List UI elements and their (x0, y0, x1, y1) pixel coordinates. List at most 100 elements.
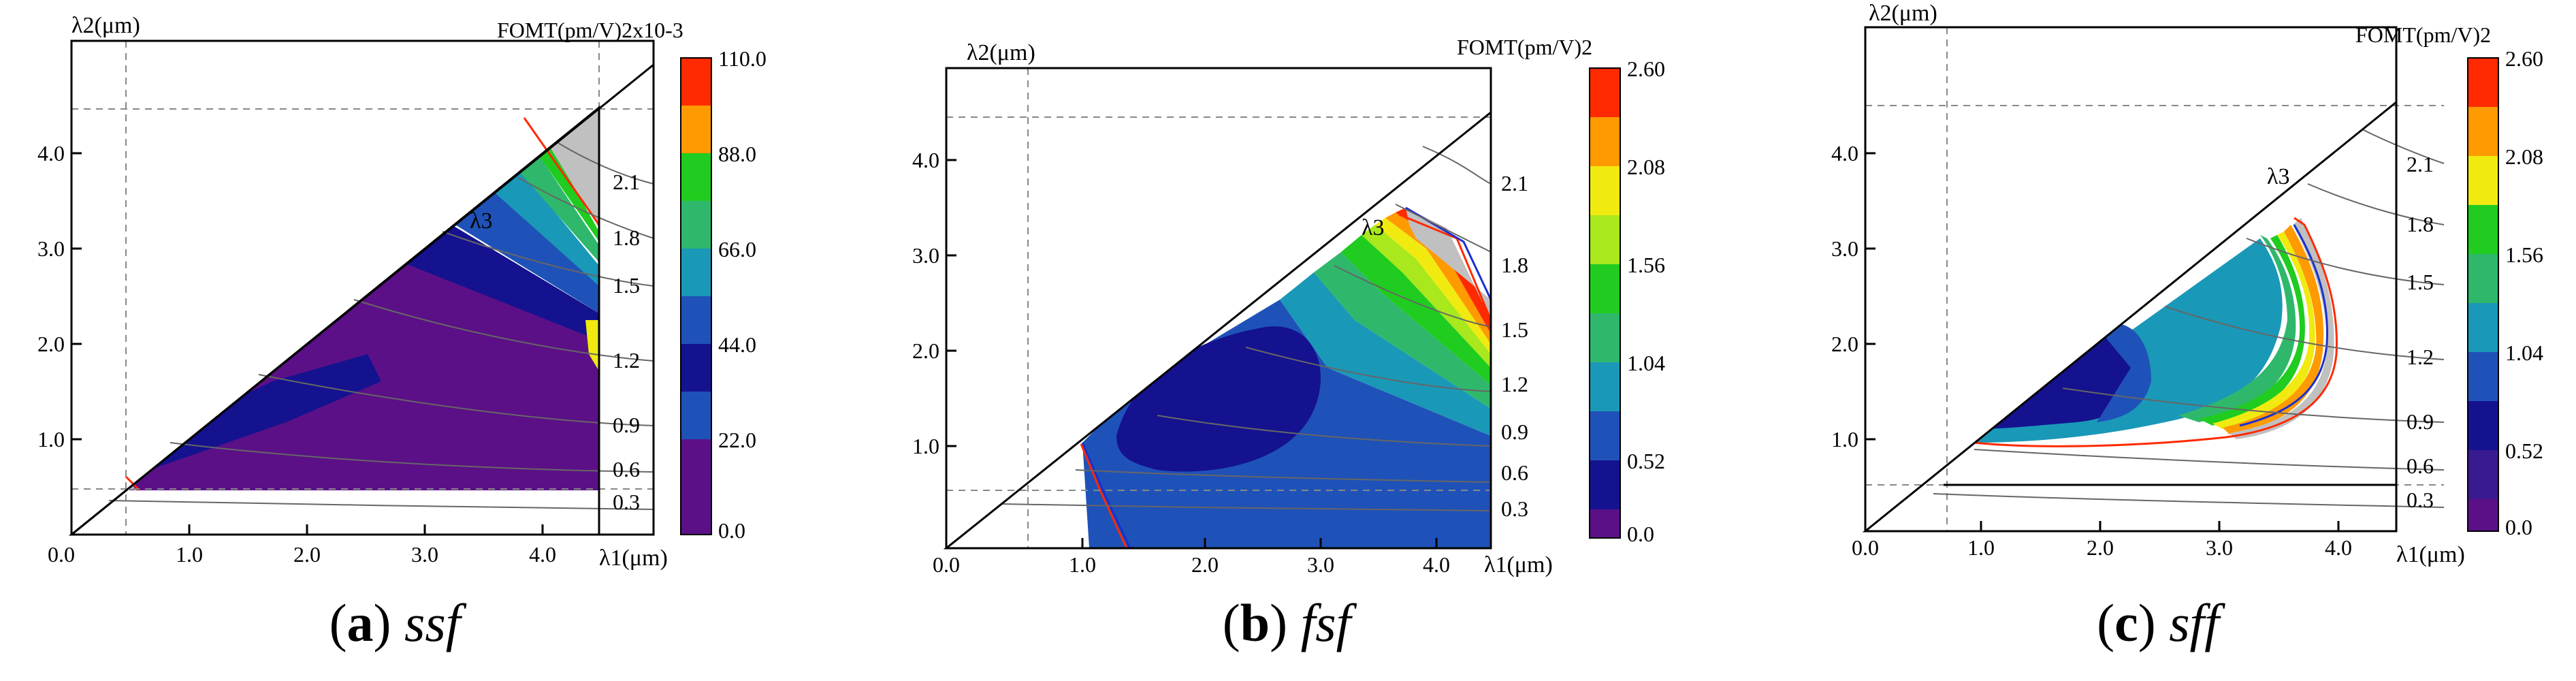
panel-c-contour-2.1: 2.1 (2406, 152, 2434, 176)
panel-b-contour-0.6: 0.6 (1501, 460, 1528, 485)
panel-c-caption-text: sff (2169, 593, 2219, 652)
panel-a-l3-1.2 (353, 299, 654, 362)
panel-a-ytick-1: 2.0 (37, 332, 65, 356)
panel-c-lambda3-lines (1933, 129, 2445, 508)
panel-b-ytick-2: 3.0 (912, 243, 939, 268)
panel-c-contour-1.8: 1.8 (2406, 212, 2434, 236)
panel-b-contour-1.5: 1.5 (1501, 317, 1528, 342)
panel-b-xtick-2: 2.0 (1191, 552, 1219, 577)
panel-a-ytick-0: 1.0 (37, 427, 65, 452)
panel-c-ylabel: λ2(μm) (1869, 1, 1937, 26)
panel-a-cb-tick-4: 22.0 (718, 428, 756, 452)
panel-b-ylabel: λ2(μm) (967, 40, 1035, 65)
panel-b-region-level6 (1375, 218, 1491, 354)
panel-c-xlabel: λ1(μm) (2396, 542, 2465, 567)
panel-a-cb-title: FOMT(pm/V)2x10-3 (497, 18, 683, 42)
panel-c-region-level0b (2097, 323, 2151, 422)
panel-a-caption: (a) ssf (329, 593, 461, 652)
panel-a-contour-1.5: 1.5 (613, 273, 640, 298)
panel-b-region-level0 (1116, 326, 1321, 472)
panel-c-l3-1.2 (2164, 306, 2445, 360)
panel-a-cb-tick-5: 0.0 (718, 518, 745, 543)
panel-a-cb-tick-1: 88.0 (718, 142, 756, 166)
panel-b-cb-tick-2: 1.56 (1627, 253, 1665, 277)
panel-a-contour-1.8: 1.8 (613, 225, 640, 250)
panel-a-contour-0.9: 0.9 (613, 413, 640, 437)
panel-b-xtick-4: 4.0 (1423, 552, 1450, 577)
panel-a-l3-2.1 (558, 142, 654, 185)
panel-c-ytick-0: 1.0 (1831, 427, 1858, 452)
panel-b-lambda3-lines (1000, 146, 1492, 511)
panel-b-xtick-3: 3.0 (1307, 552, 1334, 577)
panel-b-caption-text: fsf (1300, 593, 1351, 652)
panel-c-xtick-4: 4.0 (2325, 535, 2352, 560)
panel-b-l3-2.1 (1422, 146, 1492, 185)
panel-b-cb-tick-1: 2.08 (1627, 155, 1665, 179)
panel-a-cb-tick-2: 66.0 (718, 237, 756, 262)
panel-a-red-contour (523, 117, 600, 225)
panel-a-region-hot (585, 320, 599, 371)
panel-b-region-level7 (1385, 212, 1491, 344)
panel-a-caption-label: a (347, 593, 374, 652)
panel-a-l3-1.8 (517, 176, 654, 239)
panel-b-contour-fill (1082, 208, 1491, 548)
panel-c-l3-1.8 (2307, 183, 2445, 225)
panel-c-contour-1.2: 1.2 (2406, 345, 2434, 369)
panel-b-caption-label: b (1240, 593, 1270, 652)
panel-b-l3-0.6 (1075, 469, 1492, 483)
panel-b-region-level4 (1341, 235, 1491, 385)
panel-a-plot (68, 39, 655, 536)
panel-b-l3-0.3 (1000, 503, 1492, 511)
panel-c-l3-2.1 (2362, 129, 2445, 164)
panel-b-cb-tick-5: 0.0 (1627, 522, 1654, 546)
panel-a-caption-text: ssf (404, 593, 461, 652)
panel-a-contour-fill (116, 108, 599, 490)
panel-a-contour-2.1: 2.1 (613, 170, 640, 194)
panel-c-colorbar (2467, 57, 2499, 532)
panel-b-xlabel: λ1(μm) (1484, 552, 1553, 577)
panel-b-region-level3 (1314, 252, 1491, 409)
panel-c-cb-tick-0: 2.60 (2505, 46, 2543, 71)
panel-a-contour-0.3: 0.3 (613, 490, 640, 514)
panel-c-contour-0.6: 0.6 (2406, 454, 2434, 478)
panel-c-cb-tick-2: 1.56 (2505, 242, 2543, 267)
panel-b-contour-2.1: 2.1 (1501, 171, 1528, 195)
panel-c-cb-tick-3: 1.04 (2505, 340, 2543, 365)
panel-c-caption-label: c (2114, 593, 2138, 652)
panel-a-contour-0.6: 0.6 (613, 457, 640, 481)
panel-c-ytick-2: 3.0 (1831, 236, 1858, 261)
panel-a-colorbar (680, 57, 712, 535)
panel-a-cb-tick-3: 44.0 (718, 332, 756, 357)
panel-b-frame (945, 67, 1492, 550)
panel-b-contour-1.8: 1.8 (1501, 253, 1528, 277)
panel-a-red-contour-2 (125, 475, 141, 492)
panel-a-xtick-3: 3.0 (411, 542, 438, 567)
panel-c-ytick-1: 2.0 (1831, 332, 1858, 356)
panel-a-ytick-2: 3.0 (37, 236, 65, 261)
panel-b-xtick-1: 1.0 (1069, 552, 1096, 577)
panel-c-contour-fill (1974, 218, 2334, 443)
panel-b-contour-0.9: 0.9 (1501, 419, 1528, 444)
panel-a-l3-0.9 (258, 374, 654, 426)
panel-c-cb-tick-4: 0.52 (2505, 439, 2543, 463)
panel-b-cb-tick-3: 1.04 (1627, 351, 1665, 375)
panel-c-l3-0.6 (1974, 449, 2445, 471)
panel-b-contour-0.3: 0.3 (1501, 496, 1528, 521)
panel-a-lambda3-lines (108, 142, 654, 510)
panel-b-ytick-3: 4.0 (912, 148, 939, 172)
panel-a-xtick-0: 0.0 (48, 542, 75, 567)
panel-b-red-contour (1080, 443, 1128, 549)
panel-b-plot (943, 67, 1492, 550)
panel-a-l3-0.6 (170, 442, 654, 473)
panel-b-region-gray (1406, 208, 1491, 320)
panel-a-xlabel: λ1(μm) (599, 545, 668, 571)
panel-c-l3-1.5 (2246, 238, 2445, 285)
panel-c-xtick-2: 2.0 (2087, 535, 2114, 560)
panel-a-diagonal-ext (71, 63, 654, 536)
panel-c-ytick-3: 4.0 (1831, 141, 1858, 165)
panel-c-l3-0.3 (1933, 493, 2445, 508)
panel-b-xtick-0: 0.0 (933, 552, 960, 577)
panel-a-xtick-1: 1.0 (176, 542, 203, 567)
